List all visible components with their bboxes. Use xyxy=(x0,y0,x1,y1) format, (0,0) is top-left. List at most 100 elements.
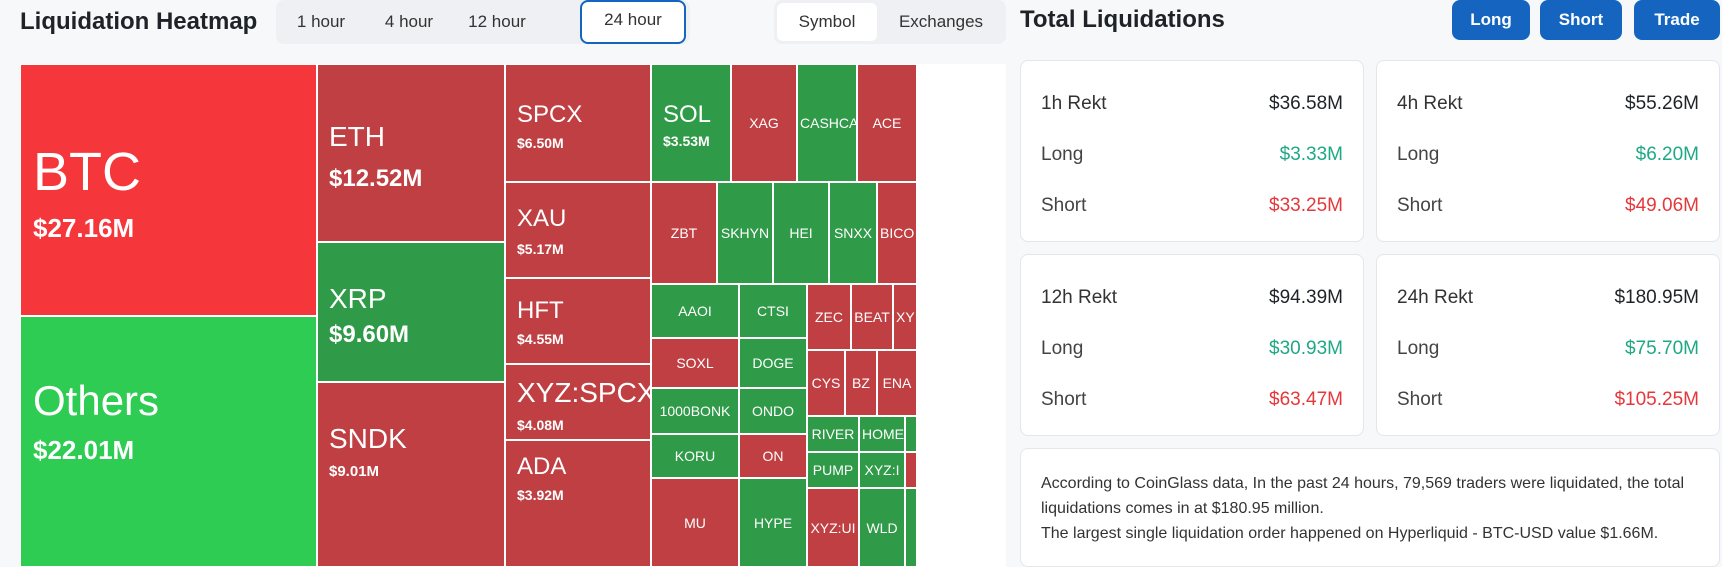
treemap-tile-sndk[interactable]: SNDK $9.01M xyxy=(317,382,505,567)
tab-exchanges[interactable]: Exchanges xyxy=(898,12,984,31)
tile-symbol: SKHYN xyxy=(720,225,770,241)
treemap-tile-doge[interactable]: DOGE xyxy=(739,338,807,388)
treemap-tile-bz[interactable]: BZ xyxy=(845,350,877,416)
treemap-tile-hype[interactable]: HYPE xyxy=(739,478,807,567)
treemap-tile-hft[interactable]: HFT $4.55M xyxy=(505,278,651,364)
long-value: $6.20M xyxy=(1635,144,1699,165)
treemap-tile-cashca[interactable]: CASHCA xyxy=(797,64,857,182)
tile-symbol: CASHCA xyxy=(800,115,857,131)
treemap-tile-home[interactable]: HOME xyxy=(859,416,905,452)
treemap-tile-btc[interactable]: BTC $27.16M xyxy=(20,64,317,316)
treemap-tile-xyz-spcx[interactable]: XYZ:SPCX $4.08M xyxy=(505,364,651,440)
tile-symbol: XYZ:I xyxy=(864,462,900,478)
tile-symbol: Others xyxy=(33,377,160,424)
treemap-tile-xrp[interactable]: XRP $9.60M xyxy=(317,242,505,382)
long-value: $3.33M xyxy=(1279,144,1343,165)
tile-symbol: PUMP xyxy=(812,462,854,478)
tile-symbol: SOXL xyxy=(676,355,714,371)
treemap-tile-ada[interactable]: ADA $3.92M xyxy=(505,440,651,567)
treemap-tile-soxl[interactable]: SOXL xyxy=(651,338,739,388)
treemap-tile-eth[interactable]: ETH $12.52M xyxy=(317,64,505,242)
treemap-tile-river[interactable]: RIVER xyxy=(807,416,859,452)
treemap-tile-bico[interactable]: BICO xyxy=(877,182,917,284)
treemap-tile-cys[interactable]: CYS xyxy=(807,350,845,416)
tile-symbol: BICO xyxy=(880,225,915,241)
treemap-tile-sol[interactable]: SOL $3.53M xyxy=(651,64,731,182)
short-value: $49.06M xyxy=(1625,195,1699,216)
rekt-card-1h: 1h Rekt $36.58M Long $3.33M Short $33.25… xyxy=(1020,60,1364,242)
tile-symbol: BTC xyxy=(33,142,141,202)
rekt-card-24h: 24h Rekt $180.95M Long $75.70M Short $10… xyxy=(1376,254,1720,436)
treemap-tile-ace[interactable]: ACE xyxy=(857,64,917,182)
treemap-tile-on[interactable]: ON xyxy=(739,434,807,478)
tab-1-hour[interactable]: 1 hour xyxy=(296,12,346,31)
tile-symbol: DOGE xyxy=(752,355,794,371)
treemap-tile-ondo[interactable]: ONDO xyxy=(739,388,807,434)
treemap-tile-mu[interactable]: MU xyxy=(651,478,739,567)
treemap-tile-aaoi[interactable]: AAOI xyxy=(651,284,739,338)
treemap-tile-koru[interactable]: KORU xyxy=(651,434,739,478)
treemap-tile-xyz-ui[interactable]: XYZ:UI xyxy=(807,488,859,567)
tile-symbol: XAU xyxy=(517,205,567,232)
treemap-tile-others[interactable]: Others $22.01M xyxy=(20,316,317,567)
tile-symbol: ZEC xyxy=(815,309,843,325)
tile-value: $6.50M xyxy=(517,135,564,151)
tile-symbol: HYPE xyxy=(753,514,793,531)
tile-value: $12.52M xyxy=(329,165,423,192)
rekt-card-title: 12h Rekt xyxy=(1041,287,1118,308)
long-button[interactable]: Long xyxy=(1452,0,1530,40)
tile-symbol: ETH xyxy=(329,121,385,152)
time-range-tabs: 1 hour 4 hour 12 hour 24 hour xyxy=(276,0,690,44)
treemap-tile-spcx[interactable]: SPCX $6.50M xyxy=(505,64,651,182)
treemap-tile-ena[interactable]: ENA xyxy=(877,350,917,416)
short-value: $33.25M xyxy=(1269,195,1343,216)
short-label: Short xyxy=(1041,389,1087,410)
treemap-tile-xag[interactable]: XAG xyxy=(731,64,797,182)
treemap-tile-unlabeled[interactable] xyxy=(905,452,917,488)
tile-value: $9.60M xyxy=(329,321,410,348)
treemap-tile-snxx[interactable]: SNXX xyxy=(829,182,877,284)
treemap-tile-zbt[interactable]: ZBT xyxy=(651,182,717,284)
treemap-tile-ctsi[interactable]: CTSI xyxy=(739,284,807,338)
tile-symbol: HFT xyxy=(517,297,564,324)
treemap-tile-beat[interactable]: BEAT xyxy=(851,284,893,350)
trade-button[interactable]: Trade xyxy=(1634,0,1720,40)
long-label: Long xyxy=(1397,338,1440,359)
tab-symbol[interactable]: Symbol xyxy=(777,3,877,41)
treemap-tile-unlabeled[interactable] xyxy=(905,488,917,567)
short-label: Short xyxy=(1041,195,1087,216)
treemap-tile-zec[interactable]: ZEC xyxy=(807,284,851,350)
summary-text: According to CoinGlass data, In the past… xyxy=(1041,475,1685,517)
tile-symbol: XYZ:UI xyxy=(810,519,856,536)
rekt-card-total: $94.39M xyxy=(1269,287,1343,308)
treemap-tile-pump[interactable]: PUMP xyxy=(807,452,859,488)
liquidation-treemap: BTC $27.16M Others $22.01M ETH $12.52M XRP $9.6… xyxy=(20,64,1006,567)
tile-symbol: ON xyxy=(762,448,784,464)
tile-symbol: AAOI xyxy=(678,303,712,319)
treemap-tile-xau[interactable]: XAU $5.17M xyxy=(505,182,651,278)
tile-symbol: SNXX xyxy=(833,225,873,241)
rekt-card-12h: 12h Rekt $94.39M Long $30.93M Short $63.… xyxy=(1020,254,1364,436)
treemap-tile-xyz-i[interactable]: XYZ:I xyxy=(859,452,905,488)
treemap-tile-wld[interactable]: WLD xyxy=(859,488,905,567)
summary-largest-order: The largest single liquidation order hap… xyxy=(1041,525,1659,542)
tile-symbol: XYZ:SPCX xyxy=(517,377,651,408)
tab-12-hour[interactable]: 12 hour xyxy=(468,12,526,31)
treemap-tile-xy[interactable]: XY xyxy=(893,284,917,350)
tile-symbol: BZ xyxy=(852,375,870,391)
tile-symbol: BEAT xyxy=(854,309,890,325)
total-liquidations-title: Total Liquidations xyxy=(1020,6,1225,33)
tile-symbol: HOME xyxy=(862,426,904,442)
total-liquidations-panel: Total Liquidations Long Short Trade 1h R… xyxy=(1020,0,1722,567)
tile-symbol: RIVER xyxy=(811,426,855,442)
short-button[interactable]: Short xyxy=(1540,0,1622,40)
tab-4-hour[interactable]: 4 hour xyxy=(384,12,434,31)
treemap-tile-skhyn[interactable]: SKHYN xyxy=(717,182,773,284)
tab-24-hour[interactable]: 24 hour xyxy=(580,0,686,44)
treemap-tile-hei[interactable]: HEI xyxy=(773,182,829,284)
tile-symbol: ONDO xyxy=(752,403,794,419)
tile-value: $4.55M xyxy=(517,331,564,347)
treemap-tile-1000bonk[interactable]: 1000BONK xyxy=(651,388,739,434)
treemap-tile-unlabeled[interactable] xyxy=(905,416,917,452)
tile-symbol: ENA xyxy=(882,375,912,391)
